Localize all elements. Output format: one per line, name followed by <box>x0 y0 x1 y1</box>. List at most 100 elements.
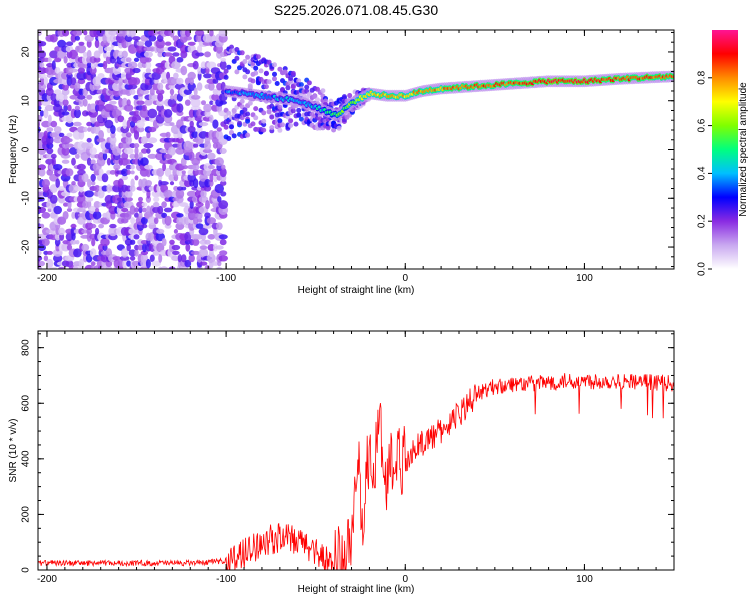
noise-blob <box>156 34 164 42</box>
noise-blob <box>272 76 277 82</box>
noise-blob <box>175 189 185 199</box>
noise-blob <box>90 154 97 159</box>
noise-blob <box>140 240 148 245</box>
noise-blob <box>124 189 133 198</box>
noise-blob <box>129 88 136 95</box>
noise-blob <box>160 266 169 269</box>
noise-blob <box>132 67 141 74</box>
noise-blob <box>216 82 223 91</box>
noise-blob <box>253 115 259 121</box>
noise-blob <box>54 57 62 63</box>
noise-blob <box>126 99 131 107</box>
noise-blob <box>91 180 96 186</box>
noise-blob <box>38 217 41 224</box>
noise-blob <box>190 94 201 100</box>
noise-blob <box>68 68 79 73</box>
noise-blob <box>46 250 53 255</box>
noise-blob <box>298 82 304 88</box>
noise-blob <box>163 189 173 198</box>
noise-blob <box>57 39 67 48</box>
noise-blob <box>49 50 59 59</box>
noise-blob <box>136 41 145 47</box>
noise-blob <box>143 51 153 58</box>
noise-blob <box>121 207 129 213</box>
y-tick-label: -20 <box>21 239 32 254</box>
noise-blob <box>153 78 159 84</box>
noise-blob <box>245 118 251 124</box>
noise-blob <box>129 185 136 192</box>
noise-blob <box>70 239 77 245</box>
noise-blob <box>231 133 237 139</box>
noise-blob <box>140 136 149 145</box>
noise-blob <box>229 124 234 130</box>
noise-blob <box>98 223 104 229</box>
noise-blob <box>72 30 83 36</box>
noise-blob <box>193 216 199 225</box>
noise-blob <box>296 78 302 84</box>
noise-blob <box>180 65 188 76</box>
noise-blob <box>223 124 229 130</box>
noise-blob <box>141 104 147 112</box>
noise-blob <box>144 40 153 48</box>
noise-blob <box>209 173 214 183</box>
noise-blob <box>54 46 62 52</box>
spectrogram-ridge <box>223 70 674 122</box>
noise-blob <box>86 121 93 127</box>
noise-blob <box>60 135 71 145</box>
noise-blob <box>44 104 55 112</box>
noise-blob <box>123 147 134 155</box>
noise-blob <box>126 169 131 175</box>
noise-blob <box>85 196 94 202</box>
noise-blob <box>124 197 133 202</box>
noise-blob <box>146 205 151 215</box>
noise-blob <box>190 105 201 111</box>
noise-blob <box>209 114 214 124</box>
noise-blob <box>176 77 184 85</box>
noise-blob <box>130 170 135 175</box>
noise-blob <box>132 77 141 85</box>
noise-blob <box>121 248 129 258</box>
noise-blob <box>66 208 73 212</box>
noise-blob <box>90 159 96 164</box>
noise-blob <box>304 84 310 90</box>
noise-blob <box>51 157 56 167</box>
noise-blob <box>65 41 74 46</box>
noise-blob <box>145 61 152 69</box>
noise-blob <box>95 227 100 235</box>
noise-blob <box>306 80 312 86</box>
noise-blob <box>204 178 211 188</box>
noise-blob <box>204 51 211 58</box>
noise-blob <box>70 77 77 86</box>
noise-blob <box>71 157 76 166</box>
noise-blob <box>129 255 136 261</box>
noise-blob <box>109 170 117 175</box>
noise-blob <box>202 168 213 177</box>
noise-blob <box>195 202 204 208</box>
noise-blob <box>161 201 167 209</box>
noise-blob <box>175 222 185 231</box>
noise-blob <box>261 110 267 116</box>
spectrogram-x-ticks: -200 -100 0 100 <box>37 30 675 284</box>
noise-blob <box>181 186 187 191</box>
colorbar-label: Normalized spectral amplitude <box>738 82 749 217</box>
noise-blob <box>214 157 224 167</box>
noise-blob <box>218 255 228 262</box>
noise-blob <box>171 61 181 70</box>
snr-x-label: Height of straight line (km) <box>298 584 415 595</box>
y-tick-label: 200 <box>21 506 32 523</box>
noise-blob <box>207 253 216 264</box>
noise-blob <box>197 45 203 53</box>
spectrogram-y-label: Frequency (Hz) <box>8 115 19 184</box>
noise-blob <box>102 60 108 70</box>
colorbar: 0.0 0.2 0.4 0.6 0.8 Normalized spectral ampl… <box>697 30 749 276</box>
noise-blob <box>147 108 158 119</box>
spectrogram-y-ticks: -20 -10 0 10 20 <box>21 31 674 268</box>
noise-blob <box>61 111 70 116</box>
noise-blob <box>41 212 51 219</box>
noise-blob <box>280 122 285 128</box>
noise-blob <box>126 260 132 267</box>
noise-blob <box>263 70 269 76</box>
noise-blob <box>161 212 168 218</box>
noise-blob <box>139 89 150 95</box>
